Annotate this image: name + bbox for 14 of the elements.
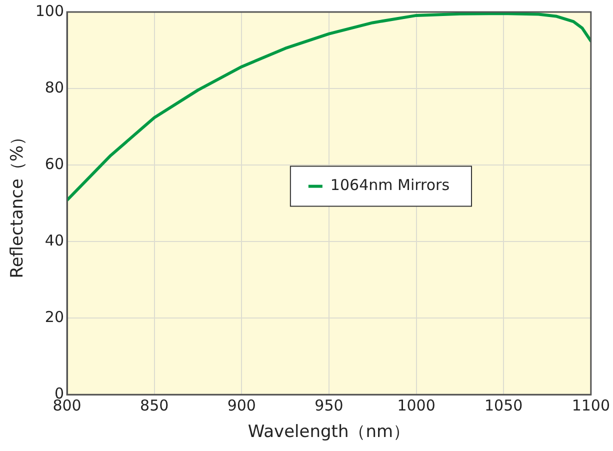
y-axis-title: Reflectance（%） [8,128,28,278]
x-tick-label: 900 [227,396,256,414]
y-tick-label: 60 [44,154,64,173]
y-tick-label: 20 [44,308,64,326]
legend-label: 1064nm Mirrors [330,176,450,194]
y-tick-label: 80 [44,78,64,96]
x-tick-label: 1050 [484,396,523,414]
x-tick-label: 850 [140,396,169,414]
x-tick-label: 1000 [397,396,436,414]
x-tick-label: 950 [314,396,344,414]
y-tick-label: 40 [44,231,64,250]
x-axis-title: Wavelength（nm） [248,422,410,442]
x-tick-label: 1100 [572,396,610,414]
y-tick-label: 100 [35,2,64,20]
